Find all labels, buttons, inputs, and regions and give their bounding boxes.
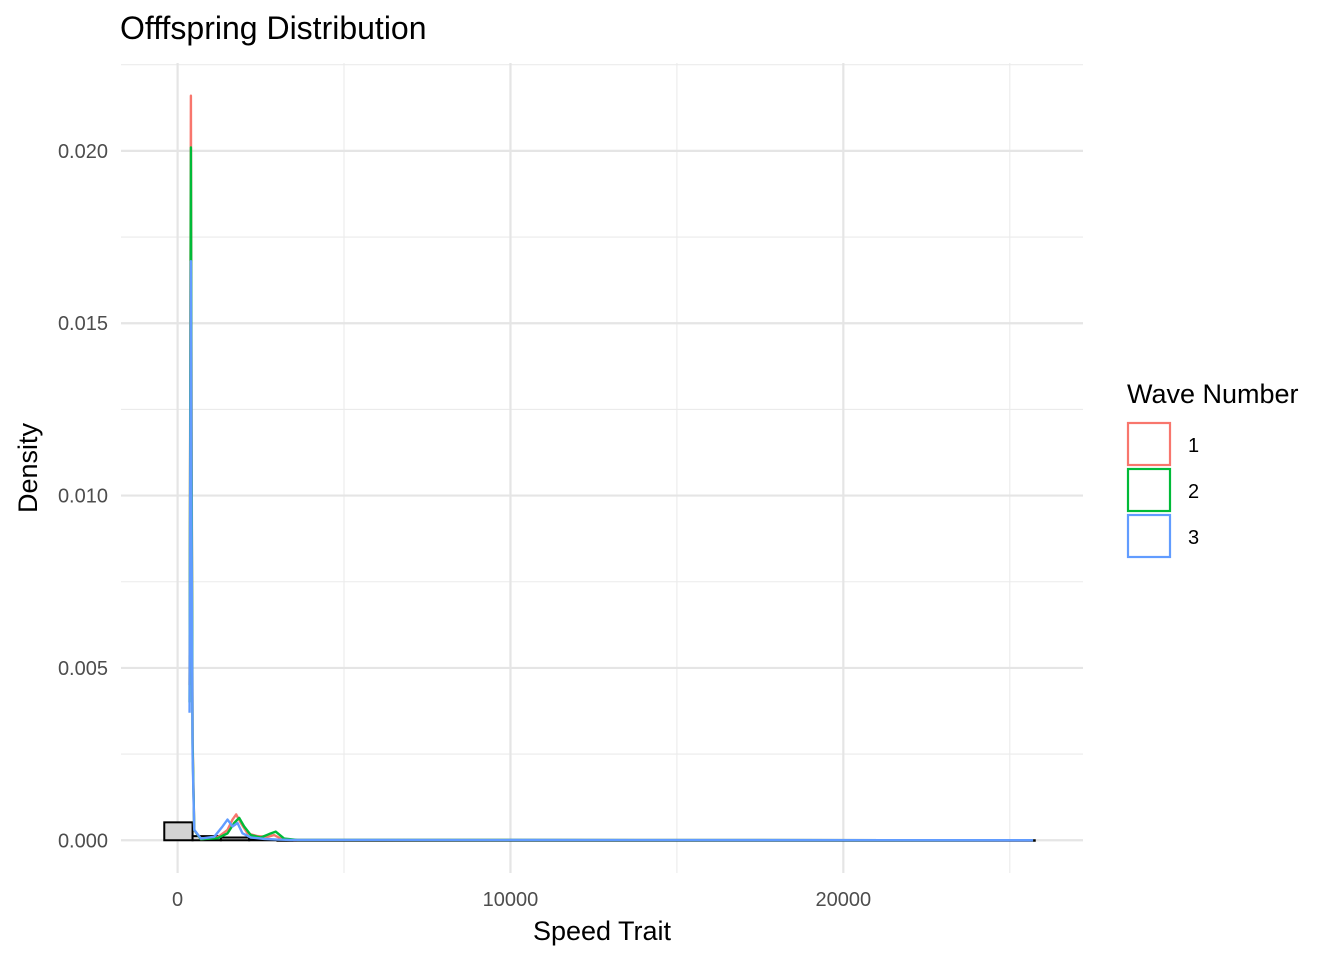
y-tick-labels: 0.000 0.005 0.010 0.015 0.020 xyxy=(58,141,108,852)
major-gridlines xyxy=(121,63,1083,873)
y-tick-label: 0.000 xyxy=(58,830,108,852)
histogram-bars xyxy=(163,821,1036,842)
y-tick-label: 0.015 xyxy=(58,313,108,335)
legend-key-wave-1 xyxy=(1126,421,1172,467)
legend: Wave Number 1 2 3 xyxy=(1126,379,1299,559)
x-tick-label: 10000 xyxy=(483,889,539,911)
y-axis-title: Density xyxy=(13,422,43,513)
density-lines xyxy=(188,94,1034,842)
density-line-wave-2 xyxy=(188,146,1034,842)
y-tick-label: 0.010 xyxy=(58,486,108,508)
legend-key-wave-2 xyxy=(1126,467,1172,513)
x-tick-label: 0 xyxy=(172,889,183,911)
y-tick-label: 0.005 xyxy=(58,658,108,680)
legend-label-wave-3: 3 xyxy=(1188,527,1199,549)
density-line-wave-1 xyxy=(188,94,1034,842)
legend-title: Wave Number xyxy=(1127,379,1299,409)
x-tick-labels: 0 10000 20000 xyxy=(172,889,871,911)
histogram-bar-1 xyxy=(163,821,194,842)
histogram-bar-3 xyxy=(219,836,251,842)
chart-title: Offfspring Distribution xyxy=(120,10,427,46)
legend-key-wave-3 xyxy=(1126,513,1172,559)
x-tick-label: 20000 xyxy=(816,889,872,911)
legend-label-wave-1: 1 xyxy=(1188,435,1199,457)
minor-gridlines xyxy=(121,63,1083,873)
density-line-wave-3 xyxy=(188,259,1034,842)
x-axis-title: Speed Trait xyxy=(533,916,672,946)
legend-label-wave-2: 2 xyxy=(1188,481,1199,503)
y-tick-label: 0.020 xyxy=(58,141,108,163)
